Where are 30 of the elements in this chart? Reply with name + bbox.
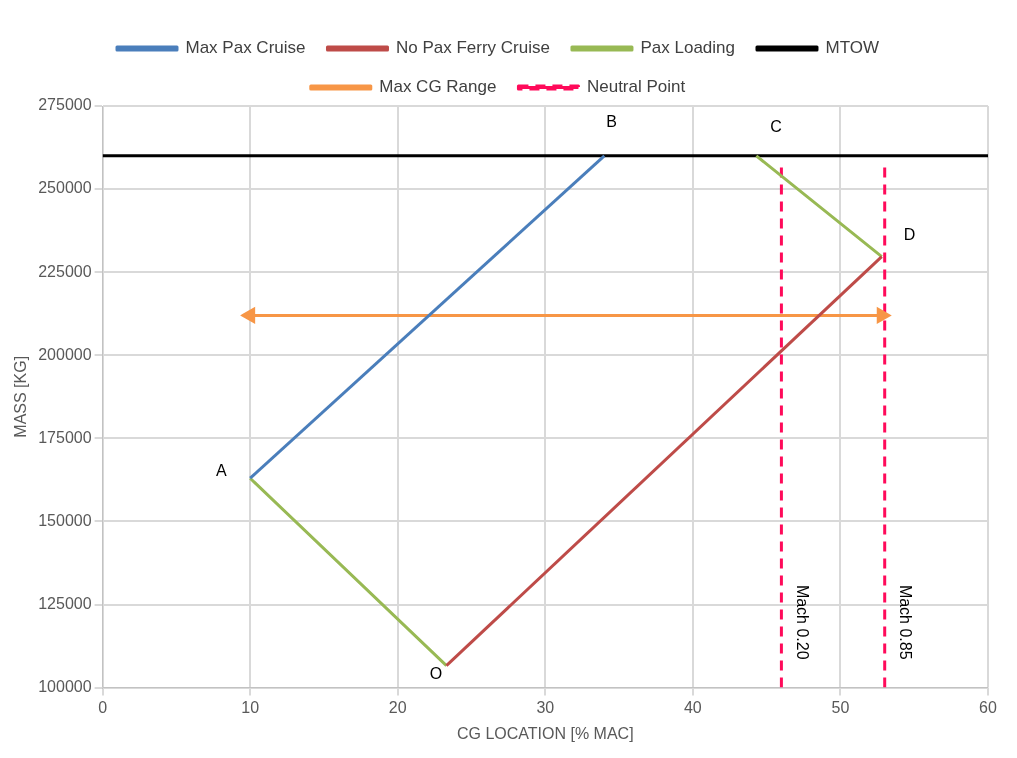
x-tick-label: 10 — [241, 698, 260, 716]
y-tick-label: 175000 — [38, 428, 92, 446]
y-tick-label: 150000 — [38, 511, 92, 529]
annotation: D — [903, 226, 916, 244]
annotation: B — [606, 112, 617, 130]
annotation: O — [429, 664, 443, 682]
legend-label: Max CG Range — [379, 77, 497, 97]
y-tick-label: 275000 — [38, 96, 92, 114]
legend-label: Max Pax Cruise — [185, 38, 306, 58]
x-tick-label: 30 — [536, 698, 555, 716]
y-tick-label: 250000 — [38, 179, 92, 197]
x-tick-label: 40 — [683, 698, 702, 716]
y-tick-label: 200000 — [38, 345, 92, 363]
annotation: Mach 0.20 — [794, 584, 811, 660]
x-tick-label: 20 — [388, 698, 407, 716]
x-axis-title: CG LOCATION [% MAC] — [456, 724, 634, 742]
legend-label: Neutral Point — [586, 77, 686, 97]
y-tick-label: 125000 — [38, 594, 92, 612]
annotation: Mach 0.85 — [897, 584, 915, 660]
annotation: A — [215, 462, 227, 480]
y-tick-label: 100000 — [38, 678, 92, 696]
annotation: C — [770, 117, 782, 135]
legend-label: No Pax Ferry Cruise — [395, 38, 550, 58]
x-tick-label: 60 — [979, 698, 997, 716]
x-tick-label: 0 — [98, 698, 108, 716]
y-axis-title: MASS [KG] — [12, 355, 30, 438]
legend-label: MTOW — [825, 38, 879, 58]
y-tick-label: 225000 — [38, 262, 92, 280]
x-tick-label: 50 — [831, 698, 850, 716]
legend-label: Pax Loading — [640, 38, 735, 58]
